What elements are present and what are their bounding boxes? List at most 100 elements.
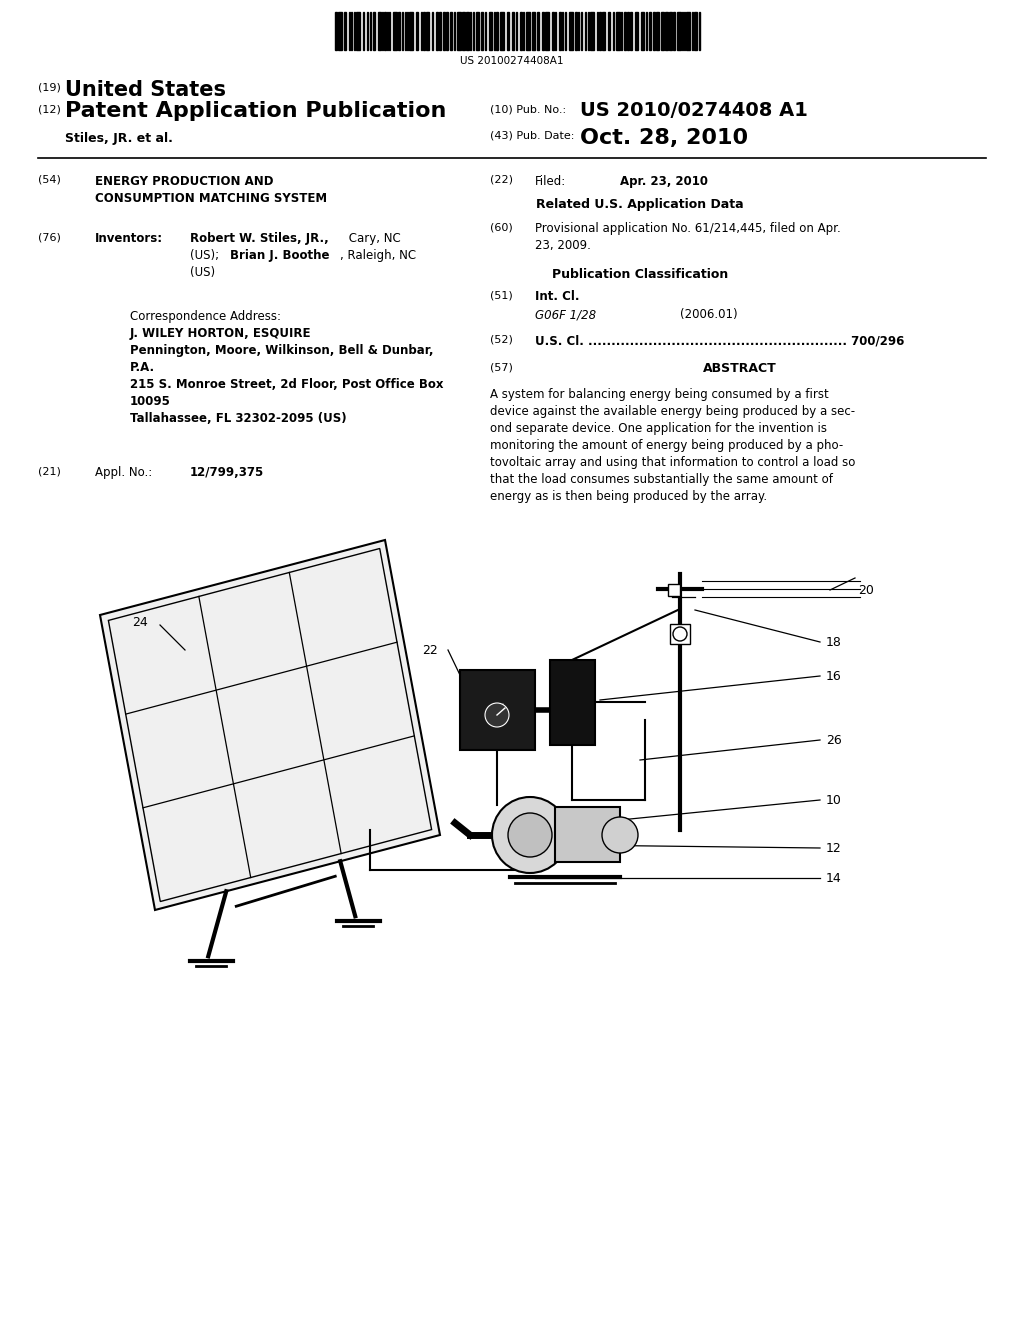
Bar: [641, 12, 644, 50]
Bar: [512, 12, 514, 50]
Bar: [537, 12, 539, 50]
Polygon shape: [100, 540, 440, 909]
Bar: [627, 12, 629, 50]
Bar: [590, 12, 594, 50]
Bar: [443, 12, 445, 50]
Bar: [542, 12, 544, 50]
Bar: [335, 12, 337, 50]
Text: (19): (19): [38, 83, 65, 92]
Bar: [662, 12, 664, 50]
Text: , Raleigh, NC: , Raleigh, NC: [340, 249, 416, 261]
Text: United States: United States: [65, 81, 226, 100]
Bar: [460, 671, 535, 750]
Text: 16: 16: [826, 669, 842, 682]
Text: A system for balancing energy being consumed by a first: A system for balancing energy being cons…: [490, 388, 828, 401]
Bar: [616, 12, 620, 50]
Bar: [338, 12, 342, 50]
Bar: [686, 12, 690, 50]
Bar: [653, 12, 655, 50]
Text: 215 S. Monroe Street, 2d Floor, Post Office Box: 215 S. Monroe Street, 2d Floor, Post Off…: [130, 378, 443, 391]
Text: Appl. No.:: Appl. No.:: [95, 466, 153, 479]
Text: US 2010/0274408 A1: US 2010/0274408 A1: [580, 102, 808, 120]
Text: Brian J. Boothe: Brian J. Boothe: [230, 249, 330, 261]
Circle shape: [492, 797, 568, 873]
Text: (60): (60): [490, 222, 513, 232]
Text: ~: ~: [488, 696, 505, 714]
Bar: [630, 12, 632, 50]
Bar: [670, 624, 690, 644]
Text: Robert W. Stiles, JR.,: Robert W. Stiles, JR.,: [190, 232, 329, 246]
Text: Inventors:: Inventors:: [95, 232, 163, 246]
Text: Apr. 23, 2010: Apr. 23, 2010: [620, 176, 708, 187]
Text: Cary, NC: Cary, NC: [345, 232, 400, 246]
Circle shape: [485, 704, 509, 727]
Bar: [378, 12, 381, 50]
Text: Correspondence Address:: Correspondence Address:: [130, 310, 281, 323]
Bar: [673, 12, 675, 50]
Text: 18: 18: [826, 635, 842, 648]
Bar: [602, 12, 605, 50]
Text: 26: 26: [826, 734, 842, 747]
Bar: [520, 12, 522, 50]
Text: monitoring the amount of energy being produced by a pho-: monitoring the amount of energy being pr…: [490, 440, 843, 451]
Bar: [500, 12, 504, 50]
Circle shape: [602, 817, 638, 853]
Text: (US);: (US);: [190, 249, 223, 261]
Bar: [668, 583, 680, 597]
Bar: [569, 12, 573, 50]
Bar: [555, 807, 620, 862]
Text: Filed:: Filed:: [535, 176, 566, 187]
Bar: [550, 660, 595, 744]
Bar: [423, 12, 425, 50]
Text: (52): (52): [490, 334, 513, 345]
Bar: [439, 12, 441, 50]
Bar: [552, 12, 554, 50]
Text: (43) Pub. Date:: (43) Pub. Date:: [490, 129, 574, 140]
Bar: [344, 12, 346, 50]
Bar: [496, 12, 498, 50]
Bar: [575, 12, 577, 50]
Text: Oct. 28, 2010: Oct. 28, 2010: [580, 128, 749, 148]
Bar: [694, 12, 697, 50]
Bar: [489, 12, 492, 50]
Bar: [466, 12, 469, 50]
Text: Pennington, Moore, Wilkinson, Bell & Dunbar,: Pennington, Moore, Wilkinson, Bell & Dun…: [130, 345, 433, 356]
Text: Int. Cl.: Int. Cl.: [535, 290, 580, 304]
Bar: [677, 12, 681, 50]
Bar: [669, 12, 672, 50]
Text: U.S. Cl. ........................................................ 700/296: U.S. Cl. ...............................…: [535, 334, 904, 347]
Bar: [608, 12, 610, 50]
Text: US 20100274408A1: US 20100274408A1: [460, 55, 564, 66]
Bar: [393, 12, 397, 50]
Text: 12: 12: [826, 842, 842, 854]
Text: 24: 24: [132, 615, 148, 628]
Bar: [507, 12, 509, 50]
Bar: [457, 12, 461, 50]
Bar: [656, 12, 659, 50]
Text: (10) Pub. No.:: (10) Pub. No.:: [490, 104, 566, 114]
Text: ond separate device. One application for the invention is: ond separate device. One application for…: [490, 422, 827, 436]
Text: (22): (22): [490, 176, 513, 185]
Bar: [416, 12, 418, 50]
Bar: [462, 12, 465, 50]
Text: Patent Application Publication: Patent Application Publication: [65, 102, 446, 121]
Text: Related U.S. Application Data: Related U.S. Application Data: [537, 198, 743, 211]
Bar: [450, 12, 452, 50]
Text: ABSTRACT: ABSTRACT: [703, 362, 777, 375]
Text: 22: 22: [422, 644, 438, 656]
Bar: [409, 12, 413, 50]
Text: ENERGY PRODUCTION AND: ENERGY PRODUCTION AND: [95, 176, 273, 187]
Bar: [356, 12, 360, 50]
Bar: [398, 12, 400, 50]
Text: 12/799,375: 12/799,375: [190, 466, 264, 479]
Bar: [635, 12, 638, 50]
Text: tovoltaic array and using that information to control a load so: tovoltaic array and using that informati…: [490, 455, 855, 469]
Bar: [446, 12, 449, 50]
Text: (US): (US): [190, 267, 215, 279]
Circle shape: [508, 813, 552, 857]
Text: device against the available energy being produced by a sec-: device against the available energy bein…: [490, 405, 855, 418]
Text: that the load consumes substantially the same amount of: that the load consumes substantially the…: [490, 473, 833, 486]
Bar: [532, 12, 535, 50]
Bar: [373, 12, 375, 50]
Bar: [545, 12, 549, 50]
